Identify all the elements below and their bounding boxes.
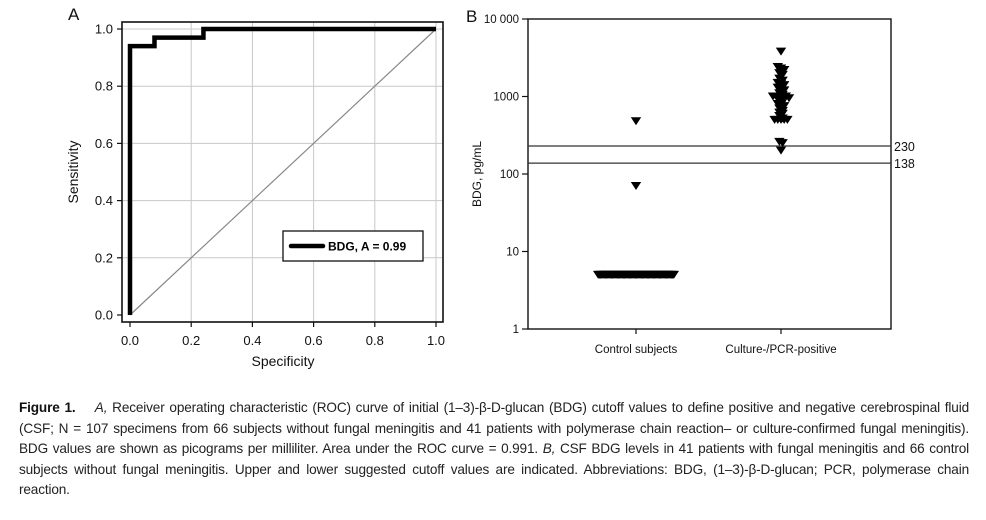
- bdg-y-tick-label: 10 000: [484, 14, 519, 26]
- roc-x-tick-label: 0.0: [121, 333, 139, 348]
- roc-x-tick-label: 0.6: [305, 333, 323, 348]
- roc-curve-bdg: [127, 26, 436, 315]
- roc-y-axis-label: Sensitivity: [65, 140, 81, 203]
- control-subject-point: [668, 270, 679, 279]
- roc-x-tick-label: 0.4: [243, 333, 261, 348]
- culture-positive-point: [779, 102, 790, 111]
- culture-positive-point: [782, 115, 793, 124]
- caption-part-a-text: Receiver operating characteristic (ROC) …: [19, 400, 969, 456]
- control-subject-point: [630, 117, 642, 126]
- caption-part-b-label: B,: [542, 441, 556, 456]
- roc-ticks: 0.0 0.2 0.4 0.6 0.8 1.0 0.0 0.2 0.4 0.6 0.8 1.0: [95, 22, 445, 349]
- culture-positive-point: [777, 139, 788, 148]
- caption-part-a-label: A,: [94, 400, 108, 415]
- bdg-y-tick-label: 1: [513, 324, 519, 336]
- roc-y-tick-label: 0.6: [95, 136, 113, 151]
- roc-legend: BDG, A = 0.99: [282, 230, 424, 262]
- panel-label-b: B: [466, 7, 477, 26]
- caption-part-b-text: CSF BDG levels in 41 patients with funga…: [19, 441, 969, 497]
- bdg-ticks: 1 10 100 1000 10 000 Control subjects Culture-…: [484, 14, 837, 356]
- roc-y-tick-label: 0.4: [95, 193, 113, 208]
- figure-caption: Figure 1. A, Receiver operating characte…: [19, 398, 969, 501]
- roc-x-tick-label: 0.2: [182, 333, 200, 348]
- caption-figure-label: Figure 1.: [19, 400, 76, 415]
- culture-positive-point: [783, 94, 795, 103]
- cutoff-label-230: 230: [894, 140, 915, 154]
- roc-reference-diagonal: [129, 28, 437, 316]
- bdg-plot-frame: [527, 18, 892, 330]
- roc-y-tick-label: 0.2: [95, 250, 113, 265]
- control-subject-point: [630, 182, 642, 191]
- cutoff-label-138: 138: [894, 157, 915, 171]
- culture-positive-point: [779, 65, 790, 74]
- bdg-y-tick-label: 100: [500, 169, 519, 181]
- roc-x-tick-label: 0.8: [366, 333, 384, 348]
- panel-label-a: A: [68, 5, 80, 24]
- bdg-category-label: Culture-/PCR-positive: [725, 344, 836, 356]
- bdg-y-axis-label: BDG, pg/mL: [470, 141, 484, 207]
- figure-canvas: A 0.0 0.2 0.4 0.6 0.8 1.0 0.0 0.2 0.4 0.6 0.8 1.0 B…: [65, 5, 915, 369]
- bdg-y-tick-label: 10: [506, 247, 519, 259]
- bdg-data-points: [593, 47, 795, 279]
- bdg-levels-panel: B 1 10 100 1000 10 000 Control subjects Cultur…: [466, 7, 915, 356]
- bdg-y-tick-label: 1000: [493, 92, 519, 104]
- legend-label: BDG, A = 0.99: [328, 240, 406, 254]
- culture-positive-point: [775, 146, 787, 155]
- culture-positive-point: [779, 86, 790, 95]
- roc-x-axis-label: Specificity: [251, 353, 314, 369]
- roc-plot-frame: [121, 21, 444, 323]
- roc-y-tick-label: 1.0: [95, 22, 113, 37]
- roc-x-tick-label: 1.0: [427, 333, 445, 348]
- bdg-category-label: Control subjects: [595, 344, 678, 356]
- roc-panel: A 0.0 0.2 0.4 0.6 0.8 1.0 0.0 0.2 0.4 0.6 0.8 1.0 B…: [65, 5, 445, 369]
- roc-y-tick-label: 0.0: [95, 308, 113, 323]
- roc-y-tick-label: 0.8: [95, 79, 113, 94]
- culture-positive-point: [775, 47, 787, 56]
